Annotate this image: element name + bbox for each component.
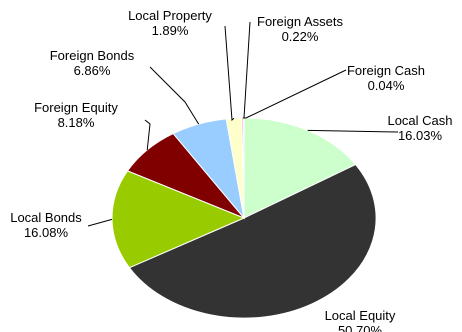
leader-line-foreign-assets (242, 21, 251, 119)
leader-line-local-bonds (87, 218, 113, 227)
slice-value-local-equity: 50.70% (338, 323, 383, 332)
slice-value-foreign-bonds: 6.86% (74, 63, 111, 78)
slice-value-local-bonds: 16.08% (24, 225, 69, 240)
slice-value-foreign-assets: 0.22% (282, 29, 319, 44)
leader-line-foreign-equity (144, 119, 151, 151)
pie-slice-local-bonds (111, 170, 246, 269)
slice-value-foreign-equity: 8.18% (58, 115, 95, 130)
slice-label-local-bonds: Local Bonds (10, 210, 82, 225)
slice-label-foreign-cash: Foreign Cash (347, 63, 425, 78)
leader-line-foreign-bonds (149, 66, 200, 125)
slice-label-local-property: Local Property (128, 8, 212, 23)
leader-line-foreign-cash (243, 69, 347, 119)
pie-slice-local-equity (128, 163, 377, 319)
slice-label-local-equity: Local Equity (325, 308, 396, 323)
slice-value-local-property: 1.89% (152, 23, 189, 38)
slice-label-local-cash: Local Cash (387, 113, 452, 128)
leader-line-local-cash (307, 129, 399, 133)
slice-value-foreign-cash: 0.04% (368, 78, 405, 93)
slice-label-foreign-equity: Foreign Equity (34, 100, 118, 115)
pie-slices (111, 117, 377, 319)
leader-lines (87, 21, 399, 227)
pie-slice-local-cash (243, 117, 357, 219)
slice-label-foreign-bonds: Foreign Bonds (50, 48, 135, 63)
slice-label-foreign-assets: Foreign Assets (257, 14, 343, 29)
slice-value-local-cash: 16.03% (398, 128, 443, 143)
leader-line-local-property (224, 25, 235, 122)
